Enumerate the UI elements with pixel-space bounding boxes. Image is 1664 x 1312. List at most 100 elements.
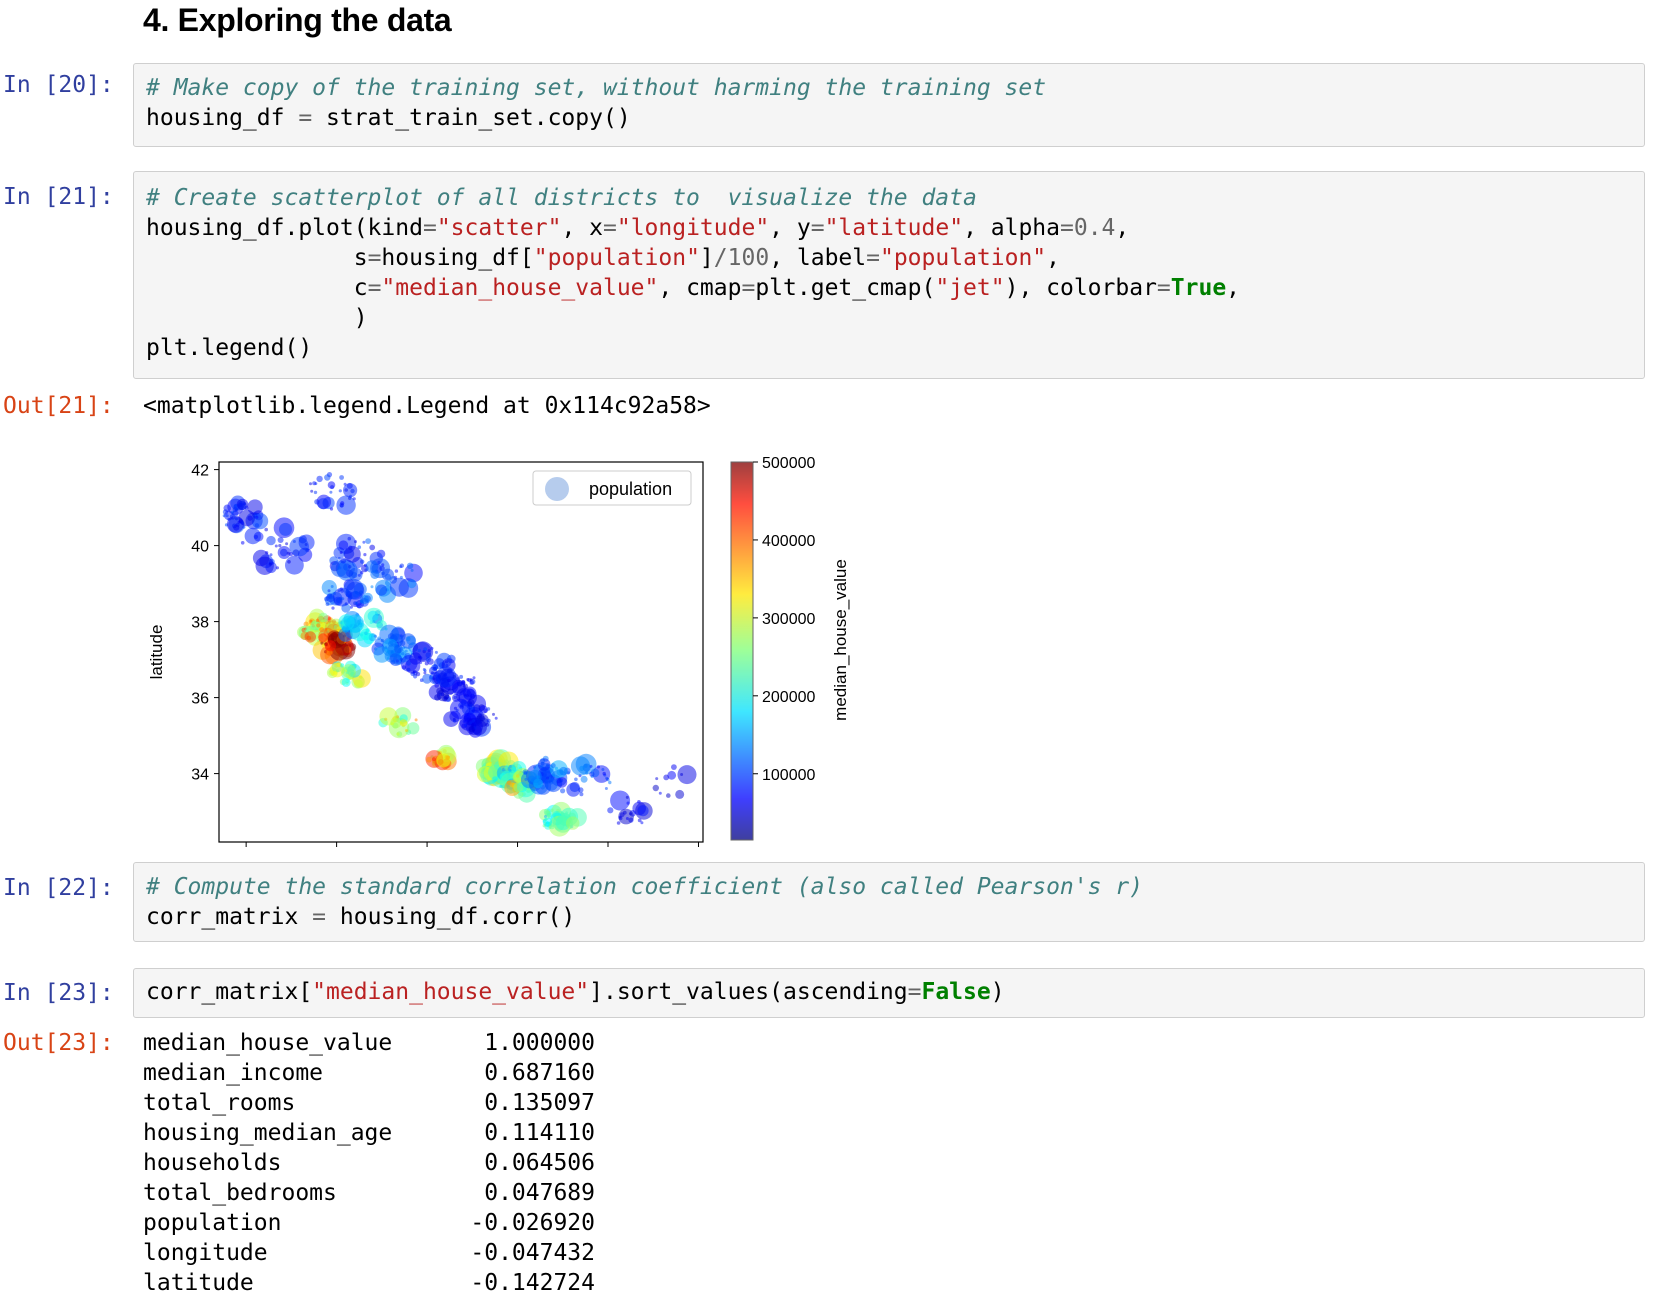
scatter-point xyxy=(244,527,261,545)
scatter-point xyxy=(340,663,345,668)
code-token: "population" xyxy=(879,245,1047,271)
scatter-point xyxy=(277,546,291,559)
code-editor[interactable]: corr_matrix["median_house_value"].sort_v… xyxy=(146,977,1005,1007)
legend-marker xyxy=(545,477,569,501)
series-row: population -0.026920 xyxy=(143,1208,595,1238)
code-token: strat_train_set.copy() xyxy=(312,105,631,131)
scatter-point xyxy=(367,610,379,622)
code-cell-20[interactable]: # Make copy of the training set, without… xyxy=(133,63,1645,147)
x-axis xyxy=(245,842,699,847)
scatter-point xyxy=(442,696,448,702)
code-token: # Compute the standard correlation coeff… xyxy=(146,874,1143,900)
scatter-point xyxy=(365,538,371,544)
code-editor[interactable]: # Make copy of the training set, without… xyxy=(146,73,1046,133)
scatter-point xyxy=(476,715,481,720)
code-cell-22[interactable]: # Compute the standard correlation coeff… xyxy=(133,862,1645,942)
out-prompt-23: Out[23]: xyxy=(3,1030,114,1056)
code-token: , cmap xyxy=(658,275,742,301)
scatter-point xyxy=(512,766,516,770)
scatter-point xyxy=(338,540,349,550)
code-line: # Compute the standard correlation coeff… xyxy=(146,872,1143,902)
scatter-point xyxy=(312,481,317,486)
scatter-point xyxy=(559,766,568,776)
code-line: # Make copy of the training set, without… xyxy=(146,73,1046,103)
scatter-point xyxy=(452,681,467,696)
scatter-point xyxy=(545,776,550,780)
code-line: c="median_house_value", cmap=plt.get_cma… xyxy=(146,273,1240,303)
scatter-point xyxy=(544,815,547,818)
scatter-point xyxy=(312,620,316,624)
code-token: = xyxy=(741,275,756,301)
scatter-point xyxy=(321,580,337,596)
scatter-point xyxy=(365,560,379,573)
scatter-point xyxy=(608,780,612,785)
scatter-point xyxy=(513,782,524,793)
scatter-point xyxy=(658,791,662,795)
scatter-point xyxy=(472,676,476,680)
code-token: ) xyxy=(146,305,368,331)
series-value: 0.135097 xyxy=(484,1090,595,1116)
scatter-point xyxy=(499,784,503,788)
code-token: , label xyxy=(769,245,867,271)
code-token: "population" xyxy=(533,245,700,271)
scatter-point xyxy=(425,657,431,663)
scatter-point xyxy=(405,658,421,674)
code-line: s=housing_df["population"]/100, label="p… xyxy=(146,243,1240,273)
scatter-point xyxy=(465,717,483,735)
scatter-point xyxy=(385,579,392,587)
scatter-point xyxy=(372,620,376,624)
scatter-point xyxy=(415,671,421,677)
scatter-point xyxy=(362,540,366,544)
scatter-point xyxy=(236,498,249,511)
code-token: plt.get_cmap( xyxy=(755,275,936,301)
scatter-point xyxy=(422,668,426,671)
code-token: "median_house_value" xyxy=(381,275,659,301)
scatter-point xyxy=(504,766,508,770)
code-token: 0.4 xyxy=(1073,215,1116,241)
scatter-point xyxy=(265,561,277,573)
code-token: ), colorbar xyxy=(1004,275,1157,301)
series-value: 0.047689 xyxy=(484,1180,595,1206)
scatter-point xyxy=(345,679,350,683)
code-token: = xyxy=(367,275,382,301)
series-value: -0.047432 xyxy=(470,1240,595,1266)
scatter-point xyxy=(304,631,316,643)
code-cell-21[interactable]: # Create scatterplot of all districts to… xyxy=(133,171,1645,379)
scatter-point xyxy=(414,718,418,722)
series-index: households xyxy=(143,1150,282,1176)
series-value: 1.000000 xyxy=(484,1030,595,1056)
series-index: total_rooms xyxy=(143,1090,296,1116)
code-token: "longitude" xyxy=(616,215,770,241)
colorbar-tick-label: 400000 xyxy=(762,533,815,550)
series-value: -0.026920 xyxy=(470,1210,595,1236)
scatter-point xyxy=(435,666,457,688)
series-row: housing_median_age 0.114110 xyxy=(143,1118,595,1148)
code-line: corr_matrix = housing_df.corr() xyxy=(146,902,1143,932)
legend-label: population xyxy=(589,479,672,499)
scatter-point xyxy=(357,545,362,549)
scatter-point xyxy=(619,812,625,818)
scatter-point xyxy=(479,705,488,714)
scatter-point xyxy=(222,514,226,518)
code-cell-23[interactable]: corr_matrix["median_house_value"].sort_v… xyxy=(133,968,1645,1018)
plot-frame xyxy=(218,461,704,843)
code-token: = xyxy=(367,245,382,271)
scatter-point xyxy=(240,541,245,545)
y-tick-label: 34 xyxy=(191,767,209,784)
series-index: housing_median_age xyxy=(143,1120,393,1146)
code-token: "latitude" xyxy=(824,215,964,241)
code-token: = xyxy=(312,904,327,930)
code-editor[interactable]: # Create scatterplot of all districts to… xyxy=(146,183,1240,363)
code-token: # Make copy of the training set, without… xyxy=(146,75,1047,101)
scatter-point xyxy=(566,771,571,775)
scatter-point xyxy=(343,483,358,498)
scatter-point xyxy=(331,606,335,610)
scatter-point xyxy=(339,475,344,480)
in-prompt-23: In [23]: xyxy=(3,980,114,1006)
scatter-point xyxy=(233,504,238,508)
scatter-point xyxy=(359,594,369,605)
scatter-point xyxy=(379,565,385,572)
scatter-point xyxy=(286,551,290,555)
scatter-point xyxy=(354,540,357,544)
code-editor[interactable]: # Compute the standard correlation coeff… xyxy=(146,872,1143,932)
